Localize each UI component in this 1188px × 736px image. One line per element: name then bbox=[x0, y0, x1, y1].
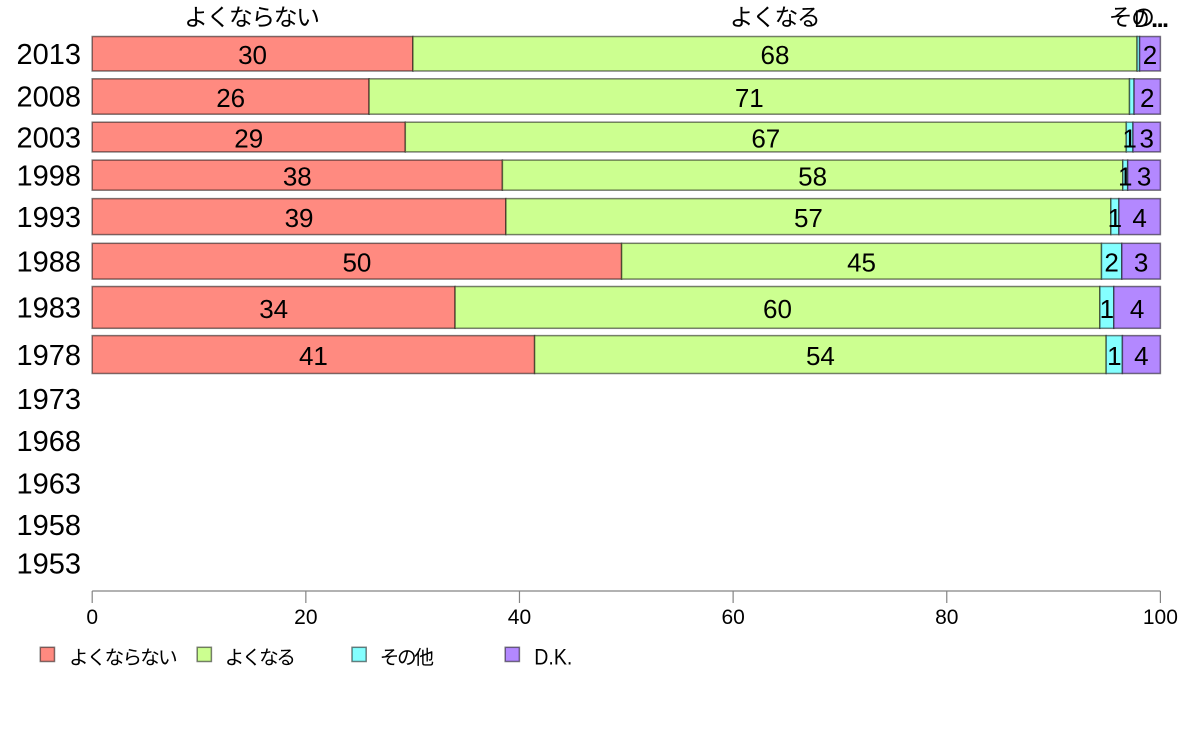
svg-text:67: 67 bbox=[751, 123, 780, 153]
svg-text:1968: 1968 bbox=[16, 426, 81, 458]
svg-text:60: 60 bbox=[721, 606, 744, 629]
svg-text:80: 80 bbox=[935, 606, 958, 629]
svg-text:1983: 1983 bbox=[16, 293, 81, 325]
svg-text:2: 2 bbox=[1143, 40, 1157, 70]
svg-text:45: 45 bbox=[847, 248, 876, 278]
svg-text:57: 57 bbox=[794, 203, 823, 233]
svg-text:26: 26 bbox=[216, 83, 245, 113]
svg-text:1993: 1993 bbox=[16, 202, 81, 234]
svg-text:100: 100 bbox=[1143, 606, 1178, 629]
svg-text:71: 71 bbox=[735, 83, 764, 113]
svg-text:68: 68 bbox=[761, 40, 790, 70]
svg-text:3: 3 bbox=[1137, 162, 1151, 192]
svg-text:1988: 1988 bbox=[16, 246, 81, 278]
svg-text:4: 4 bbox=[1130, 294, 1144, 324]
svg-text:1: 1 bbox=[1107, 341, 1121, 371]
svg-text:4: 4 bbox=[1134, 341, 1148, 371]
svg-text:1: 1 bbox=[1122, 123, 1136, 153]
svg-text:1978: 1978 bbox=[16, 340, 81, 372]
svg-text:60: 60 bbox=[763, 294, 792, 324]
svg-text:54: 54 bbox=[806, 341, 835, 371]
svg-text:1963: 1963 bbox=[16, 468, 81, 500]
svg-text:41: 41 bbox=[299, 341, 328, 371]
svg-text:40: 40 bbox=[508, 606, 531, 629]
svg-text:3: 3 bbox=[1134, 248, 1148, 278]
svg-text:2013: 2013 bbox=[16, 39, 81, 71]
svg-text:30: 30 bbox=[238, 40, 267, 70]
svg-text:D: D bbox=[1134, 6, 1149, 33]
svg-text:38: 38 bbox=[283, 162, 312, 192]
svg-text:1973: 1973 bbox=[16, 384, 81, 416]
svg-text:1953: 1953 bbox=[16, 549, 81, 581]
svg-text:1: 1 bbox=[1108, 203, 1122, 233]
svg-text:2: 2 bbox=[1104, 248, 1118, 278]
svg-text:29: 29 bbox=[234, 123, 263, 153]
svg-text:20: 20 bbox=[294, 606, 317, 629]
svg-text:2: 2 bbox=[1140, 83, 1154, 113]
svg-text:2003: 2003 bbox=[16, 122, 81, 154]
svg-text:50: 50 bbox=[342, 248, 371, 278]
svg-text:1: 1 bbox=[1118, 162, 1132, 192]
svg-text:34: 34 bbox=[259, 294, 288, 324]
svg-text:1998: 1998 bbox=[16, 160, 81, 192]
svg-text:2008: 2008 bbox=[16, 82, 81, 114]
svg-text:39: 39 bbox=[285, 203, 314, 233]
svg-text:4: 4 bbox=[1132, 203, 1146, 233]
svg-text:58: 58 bbox=[798, 162, 827, 192]
svg-text:3: 3 bbox=[1139, 123, 1153, 153]
svg-text:0: 0 bbox=[86, 606, 98, 629]
svg-text:1958: 1958 bbox=[16, 510, 81, 542]
svg-text:D.K.: D.K. bbox=[534, 645, 572, 670]
svg-text:1: 1 bbox=[1100, 294, 1114, 324]
